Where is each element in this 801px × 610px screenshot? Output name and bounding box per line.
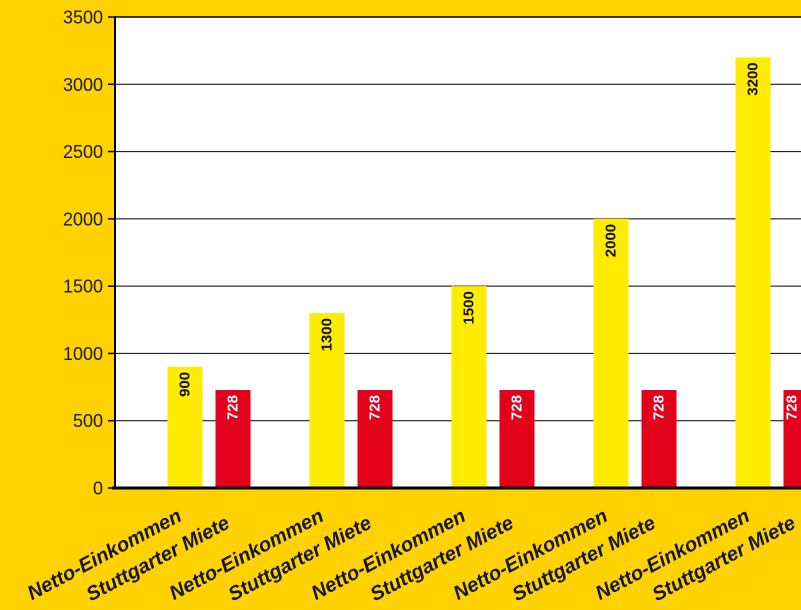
bar-value-label: 900 (177, 372, 194, 397)
y-tick-label: 0 (93, 479, 103, 499)
bar-netto-einkommen (451, 286, 487, 488)
bar-netto-einkommen (309, 313, 345, 488)
bar-stuttgarter-miete (357, 390, 393, 488)
bars (167, 57, 801, 488)
bar-value-label: 728 (225, 395, 242, 420)
y-axis: 0 500 1000 1500 2000 2500 3000 3500 (63, 8, 115, 499)
data-labels: 900 1300 1500 2000 3200 728 728 728 728 728 (177, 62, 801, 420)
x-axis-labels: Netto-EinkommenNetto-EinkommenNetto-Eink… (24, 505, 799, 606)
y-tick-label: 2500 (63, 142, 103, 162)
bar-value-label: 2000 (603, 224, 620, 257)
y-tick-label: 1000 (63, 344, 103, 364)
bar-stuttgarter-miete (783, 390, 801, 488)
bar-value-label: 728 (509, 395, 526, 420)
y-tick-label: 3500 (63, 8, 103, 28)
bar-netto-einkommen (593, 218, 629, 488)
bar-stuttgarter-miete (215, 390, 251, 488)
y-tick-label: 2000 (63, 209, 103, 229)
bar-netto-einkommen (735, 57, 771, 488)
bar-value-label: 728 (784, 395, 801, 420)
bar-value-label: 1300 (319, 318, 336, 351)
bar-value-label: 728 (651, 395, 668, 420)
y-tick-label: 1500 (63, 277, 103, 297)
bar-netto-einkommen (167, 366, 203, 488)
y-tick-label: 500 (73, 411, 103, 431)
bar-stuttgarter-miete (499, 390, 535, 488)
bar-value-label: 728 (367, 395, 384, 420)
bar-value-label: 1500 (461, 291, 478, 324)
bar-stuttgarter-miete (641, 390, 677, 488)
bar-value-label: 3200 (745, 62, 762, 95)
y-tick-label: 3000 (63, 75, 103, 95)
